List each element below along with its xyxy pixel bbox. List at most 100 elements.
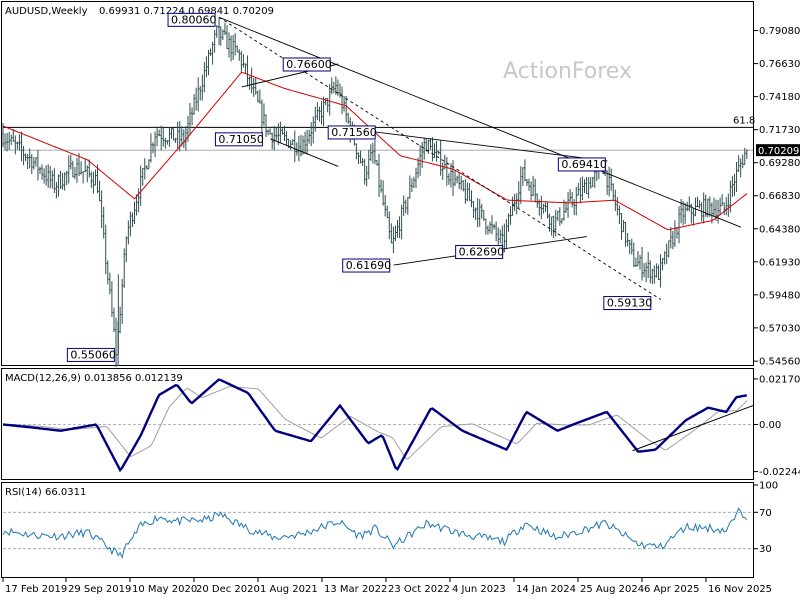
macd-line (2, 378, 747, 473)
candle (82, 171, 85, 184)
candle (63, 172, 66, 191)
candle (476, 197, 479, 228)
candle (478, 198, 481, 227)
candle (721, 194, 724, 207)
candle (671, 230, 674, 250)
candle (495, 221, 498, 242)
candle (659, 254, 662, 288)
candle (316, 102, 319, 121)
candle (228, 32, 231, 58)
candle (661, 258, 664, 271)
candle (51, 170, 54, 189)
candle (727, 193, 730, 217)
candle (279, 121, 282, 143)
candle (439, 140, 442, 176)
candle (534, 178, 537, 203)
candle (193, 94, 196, 115)
candle (100, 190, 103, 229)
rsi-tick-label: 70 (759, 508, 772, 519)
candle (378, 154, 381, 197)
rsi-tick-label: 30 (759, 544, 772, 555)
candle (373, 139, 376, 165)
candle (562, 199, 565, 221)
candle (651, 268, 654, 285)
candle (61, 172, 64, 190)
candle (236, 45, 239, 53)
price-annotation-label: 0.71560 (331, 126, 377, 139)
candle (745, 149, 748, 159)
price-annotation-label: 0.59130 (607, 297, 653, 310)
candle (49, 165, 52, 189)
candle (328, 84, 331, 116)
candle (115, 317, 118, 367)
price-tick-label: 0.79080 (759, 26, 800, 37)
candle (170, 127, 173, 139)
candle (273, 125, 276, 151)
candle (65, 171, 68, 186)
candle (242, 54, 245, 68)
candle (291, 138, 294, 145)
candle (390, 223, 393, 244)
candle (209, 48, 212, 56)
candle (24, 153, 27, 162)
candle (154, 131, 157, 158)
candle (474, 207, 477, 221)
candle (332, 81, 335, 94)
candle (540, 195, 543, 220)
candle (507, 213, 510, 232)
candle (260, 99, 263, 134)
candle (238, 49, 241, 61)
candle (380, 179, 383, 193)
rsi-panel-frame (1, 482, 754, 578)
candle (608, 166, 611, 197)
candle (304, 131, 307, 155)
candle (141, 168, 144, 186)
candle (665, 243, 668, 264)
x-tick-label: 6 Apr 2025 (644, 584, 699, 595)
candle (451, 160, 454, 197)
candle (589, 177, 592, 189)
candle (365, 165, 368, 187)
candle (22, 146, 25, 166)
price-tick-label: 0.74180 (759, 92, 800, 103)
x-tick-label: 13 Mar 2022 (324, 584, 387, 595)
candle (110, 281, 113, 317)
candle (205, 56, 208, 78)
candle (682, 201, 685, 226)
candle (123, 248, 126, 288)
candle (201, 74, 204, 101)
candle (702, 192, 705, 224)
candle (464, 179, 467, 204)
candle (145, 165, 148, 170)
watermark: ActionForex (503, 59, 632, 84)
candle (509, 206, 512, 225)
candle (299, 134, 302, 157)
price-annotation-label: 0.80060 (171, 13, 217, 26)
candle (645, 262, 648, 283)
macd-signal-line (3, 386, 748, 460)
rsi-tick-label: 100 (759, 481, 778, 492)
macd-title: MACD(12,26,9) 0.013856 0.012139 (5, 373, 183, 384)
price-tick-label: 0.76630 (759, 59, 800, 70)
candle (308, 129, 311, 144)
candle (343, 95, 346, 112)
candle (314, 106, 317, 132)
candle (630, 238, 633, 255)
candle (653, 265, 656, 284)
candle (712, 197, 715, 217)
candle (678, 206, 681, 244)
candle (569, 189, 572, 202)
candle (491, 215, 494, 235)
candle (203, 61, 206, 93)
candle (53, 168, 56, 193)
candle (731, 176, 734, 197)
candle (663, 251, 666, 265)
candle (739, 158, 742, 178)
candle (112, 307, 115, 333)
price-annotation: 0.69410 (557, 157, 607, 172)
candle (92, 171, 95, 194)
price-annotation: 0.59130 (603, 296, 653, 311)
candle (657, 264, 660, 281)
candle (610, 168, 613, 191)
